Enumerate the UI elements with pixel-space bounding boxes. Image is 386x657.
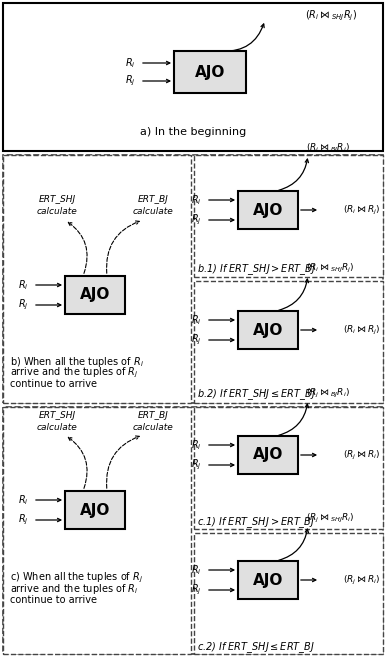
- Bar: [174, 51, 246, 93]
- Text: $R_j$: $R_j$: [191, 213, 201, 227]
- Text: $R_j$: $R_j$: [191, 333, 201, 347]
- Bar: [3, 155, 191, 403]
- Text: a) In the beginning: a) In the beginning: [140, 127, 246, 137]
- Text: continue to arrive: continue to arrive: [10, 595, 97, 605]
- Text: $(R_i \bowtie_{BJ} R_j)$: $(R_i \bowtie_{BJ} R_j)$: [306, 141, 350, 154]
- Text: $(R_j \bowtie_{BJ} R_i)$: $(R_j \bowtie_{BJ} R_i)$: [306, 386, 350, 399]
- Bar: [65, 491, 125, 529]
- Bar: [3, 155, 383, 403]
- Text: $R_i$: $R_i$: [18, 493, 28, 507]
- Bar: [238, 436, 298, 474]
- Bar: [3, 407, 383, 654]
- Bar: [3, 3, 383, 151]
- Text: c.1) If $ERT\_SHJ > ERT\_BJ$: c.1) If $ERT\_SHJ > ERT\_BJ$: [197, 516, 315, 530]
- Text: $R_j$: $R_j$: [191, 583, 201, 597]
- Bar: [194, 407, 383, 529]
- Text: b.1) If $ERT\_SHJ > ERT\_BJ$: b.1) If $ERT\_SHJ > ERT\_BJ$: [197, 263, 316, 277]
- Text: c) When all the tuples of $R_j$: c) When all the tuples of $R_j$: [10, 571, 143, 585]
- Text: AJO: AJO: [195, 64, 225, 79]
- Text: AJO: AJO: [253, 202, 283, 217]
- Text: $(R_j \bowtie R_i)$: $(R_j \bowtie R_i)$: [343, 574, 380, 587]
- Text: c.2) If $ERT\_SHJ \leq ERT\_BJ$: c.2) If $ERT\_SHJ \leq ERT\_BJ$: [197, 641, 315, 656]
- Text: ERT_BJ: ERT_BJ: [138, 196, 168, 204]
- Text: calculate: calculate: [133, 422, 173, 432]
- Text: $R_i$: $R_i$: [191, 313, 201, 327]
- Bar: [194, 281, 383, 403]
- Bar: [194, 533, 383, 654]
- Text: calculate: calculate: [37, 208, 77, 217]
- Bar: [3, 407, 191, 654]
- Text: AJO: AJO: [253, 572, 283, 587]
- Text: continue to arrive: continue to arrive: [10, 379, 97, 389]
- Text: $R_i$: $R_i$: [191, 563, 201, 577]
- Text: AJO: AJO: [253, 447, 283, 463]
- Bar: [238, 191, 298, 229]
- Text: $R_j$: $R_j$: [125, 74, 135, 88]
- Text: ERT_SHJ: ERT_SHJ: [39, 196, 76, 204]
- Text: $(R_j \bowtie R_i)$: $(R_j \bowtie R_i)$: [343, 449, 380, 462]
- Text: $(R_i \bowtie R_j)$: $(R_i \bowtie R_j)$: [343, 323, 380, 336]
- Text: b) When all the tuples of $R_i$: b) When all the tuples of $R_i$: [10, 355, 144, 369]
- Text: $(R_i \bowtie_{SHJ} R_j)$: $(R_i \bowtie_{SHJ} R_j)$: [306, 261, 354, 275]
- Bar: [194, 155, 383, 277]
- Bar: [238, 561, 298, 599]
- Bar: [65, 276, 125, 314]
- Text: AJO: AJO: [80, 503, 110, 518]
- Text: $(R_i \bowtie_{SHJ} R_j)$: $(R_i \bowtie_{SHJ} R_j)$: [305, 9, 357, 23]
- Text: arrive and the tuples of $R_i$: arrive and the tuples of $R_i$: [10, 582, 138, 596]
- Text: calculate: calculate: [37, 422, 77, 432]
- Text: $R_i$: $R_i$: [191, 193, 201, 207]
- Text: $(R_j \bowtie_{SHJ} R_i)$: $(R_j \bowtie_{SHJ} R_i)$: [306, 511, 354, 524]
- Text: $R_i$: $R_i$: [191, 438, 201, 452]
- Text: $R_j$: $R_j$: [18, 513, 28, 527]
- Text: arrive and the tuples of $R_j$: arrive and the tuples of $R_j$: [10, 366, 138, 380]
- Text: $R_i$: $R_i$: [125, 56, 135, 70]
- Bar: [238, 311, 298, 349]
- Text: ERT_SHJ: ERT_SHJ: [39, 411, 76, 420]
- Text: $R_i$: $R_i$: [18, 278, 28, 292]
- Text: AJO: AJO: [253, 323, 283, 338]
- Text: $R_j$: $R_j$: [18, 298, 28, 312]
- Text: $R_j$: $R_j$: [191, 458, 201, 472]
- Text: ERT_BJ: ERT_BJ: [138, 411, 168, 420]
- Text: calculate: calculate: [133, 208, 173, 217]
- Text: $(R_i \bowtie R_j)$: $(R_i \bowtie R_j)$: [343, 204, 380, 217]
- Text: b.2) If $ERT\_SHJ \leq ERT\_BJ$: b.2) If $ERT\_SHJ \leq ERT\_BJ$: [197, 388, 316, 402]
- Text: AJO: AJO: [80, 288, 110, 302]
